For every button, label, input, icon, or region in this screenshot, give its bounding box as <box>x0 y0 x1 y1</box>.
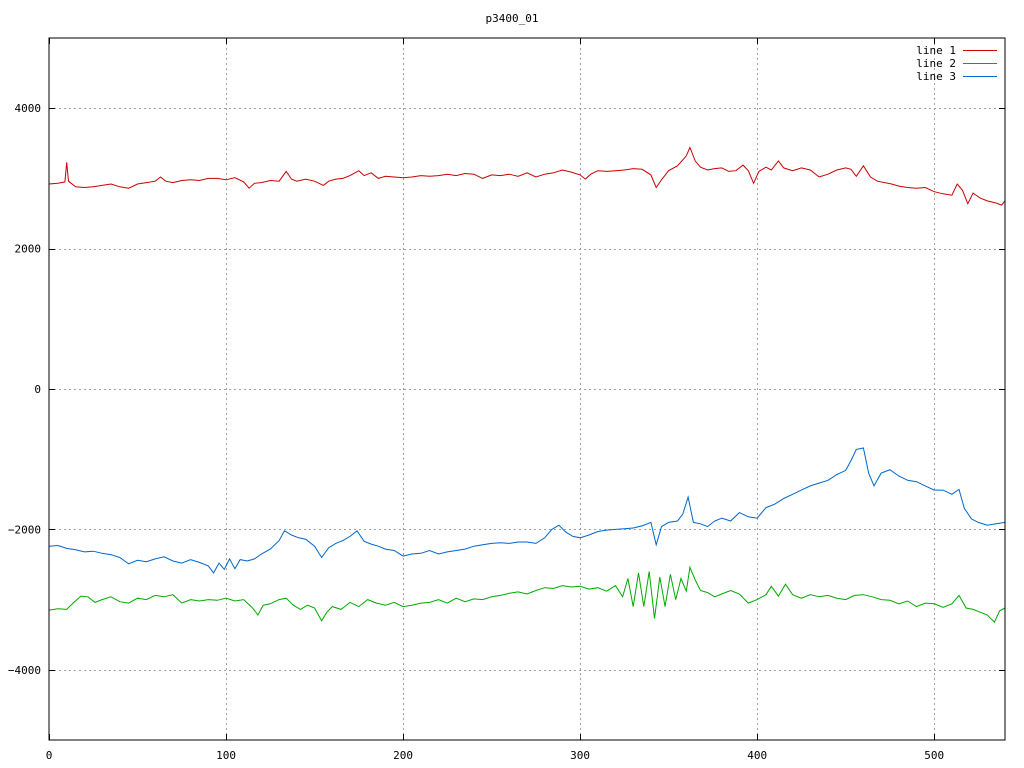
legend-label-series-3: line 3 <box>916 70 956 83</box>
axis-ticks: 0 100 200 300 400 500 −4000 −2000 0 2000 4000 <box>8 38 1005 762</box>
y-tick-label: −4000 <box>8 664 41 677</box>
grid <box>49 38 1005 740</box>
y-tick-label: 4000 <box>15 102 42 115</box>
x-tick-label: 0 <box>46 749 53 762</box>
x-tick-label: 100 <box>216 749 236 762</box>
y-tick-label: 2000 <box>15 243 42 256</box>
chart-title: p3400_01 <box>486 12 539 25</box>
plot-frame <box>48 37 1006 741</box>
series-group <box>48 146 1006 623</box>
x-tick-label: 200 <box>393 749 413 762</box>
legend-label-series-2: line 2 <box>916 57 956 70</box>
y-tick-label: −2000 <box>8 523 41 536</box>
series-3-line <box>48 447 1006 574</box>
series-2-line <box>48 565 1006 623</box>
x-tick-label: 500 <box>924 749 944 762</box>
series-1-line <box>48 146 1006 206</box>
x-tick-label: 300 <box>570 749 590 762</box>
legend-label-series-1: line 1 <box>916 44 956 57</box>
x-tick-label: 400 <box>747 749 767 762</box>
y-tick-label: 0 <box>34 383 41 396</box>
